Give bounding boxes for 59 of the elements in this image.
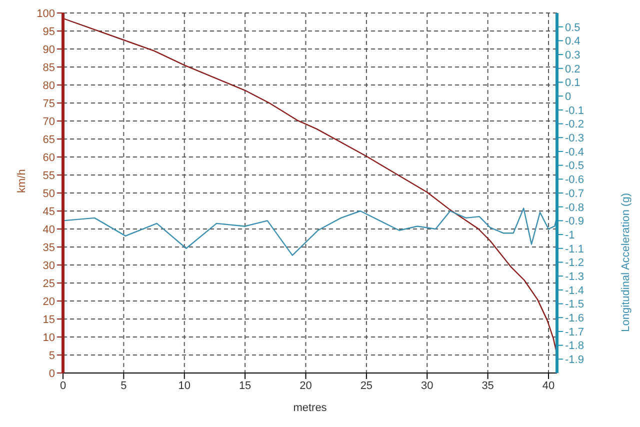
y2-tick-label: -0.4: [565, 146, 584, 158]
y-tick-label: 70: [42, 116, 55, 128]
y2-tick-label: -0.8: [565, 202, 584, 214]
x-tick-label: 35: [482, 380, 494, 392]
y-tick-label: 80: [42, 80, 55, 92]
y2-tick-label: -1.5: [565, 298, 584, 311]
y2-tick-label: -1.7: [565, 326, 584, 338]
x-tick-label: 10: [178, 380, 190, 392]
y-tick-label: 55: [42, 170, 55, 182]
y2-tick-label: 0: [565, 90, 572, 103]
y2-tick-label: 0.3: [565, 49, 580, 62]
y2-tick-label: -1.2: [565, 257, 584, 270]
y-axis-title: km/h: [16, 169, 28, 193]
y-tick-label: 45: [42, 206, 55, 218]
y-tick-label: 40: [42, 224, 55, 236]
y2-tick-label: -1.6: [565, 312, 584, 325]
y2-tick-label: 0.4: [565, 36, 580, 48]
y-tick-label: 30: [42, 260, 55, 272]
y2-tick-label: -1.8: [565, 340, 584, 352]
y2-tick-label: -0.6: [565, 174, 584, 186]
y2-tick-label: -1.4: [565, 284, 584, 297]
y2-tick-label: -0.2: [565, 118, 584, 131]
x-tick-label: 5: [120, 380, 127, 392]
y2-tick-label: -1: [565, 229, 575, 242]
y-tick-label: 0: [48, 368, 55, 380]
x-tick-label: 30: [421, 380, 434, 392]
y-tick-label: 15: [42, 314, 55, 326]
y-tick-label: 50: [42, 188, 55, 200]
y-tick-label: 90: [42, 44, 55, 56]
x-axis-title: metres: [293, 402, 328, 414]
y2-tick-label: -0.1: [565, 104, 584, 117]
y-tick-label: 35: [42, 242, 55, 254]
y-tick-label: 100: [36, 8, 55, 20]
y-tick-label: 5: [48, 350, 55, 362]
y-tick-label: 10: [42, 332, 55, 344]
y-tick-label: 65: [42, 134, 55, 146]
x-tick-label: 40: [542, 380, 555, 392]
y2-axis-title: Longitudinal Acceleration (g): [620, 193, 632, 332]
x-tick-label: 15: [238, 380, 252, 392]
y-tick-label: 60: [42, 152, 55, 164]
y2-tick-label: 0.1: [565, 77, 580, 90]
y2-tick-label: -0.7: [565, 188, 584, 200]
y2-tick-label: -0.5: [565, 160, 584, 172]
x-tick-label: 25: [360, 380, 373, 392]
y-tick-label: 20: [42, 296, 55, 308]
y2-tick-label: 0.5: [565, 22, 580, 34]
y-tick-label: 25: [42, 278, 55, 290]
y2-tick-label: -1.9: [565, 354, 584, 366]
x-tick-label: 0: [60, 380, 66, 392]
y-tick-label: 75: [42, 98, 55, 110]
line-series: [63, 208, 557, 256]
y2-tick-label: 0.2: [565, 63, 580, 76]
y2-tick-label: -0.9: [565, 216, 584, 228]
y2-tick-label: -1.1: [565, 243, 584, 256]
y-tick-label: 85: [42, 62, 55, 74]
y2-tick-label: -1.3: [565, 270, 584, 283]
y2-tick-label: -0.3: [565, 132, 584, 145]
x-tick-label: 20: [300, 380, 312, 392]
y-tick-label: 95: [42, 26, 55, 38]
